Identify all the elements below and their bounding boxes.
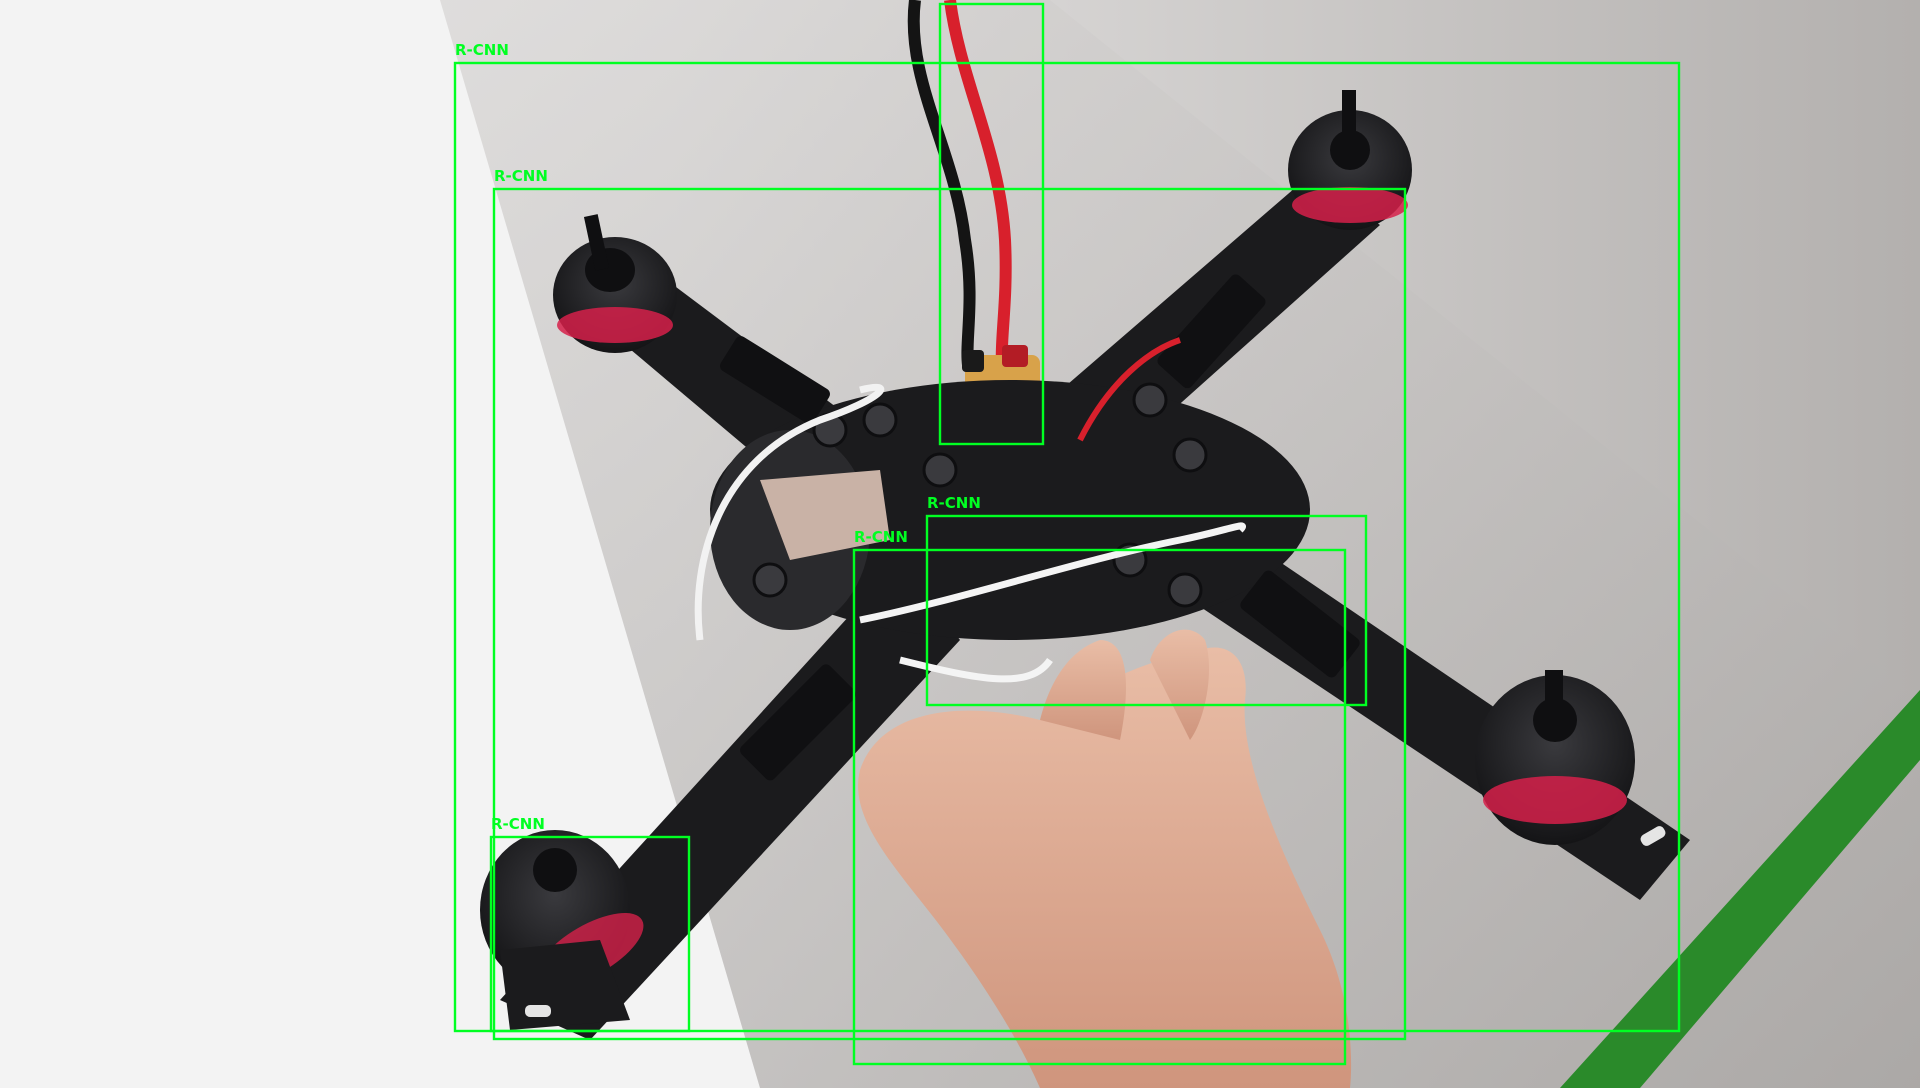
red-wire-top <box>1077 337 1181 442</box>
motor-top-right <box>1288 90 1412 230</box>
white-wire-1 <box>694 383 885 641</box>
detection-box-frame: R-CNN <box>453 41 1681 1033</box>
detection-label: R-CNN <box>854 528 908 546</box>
detection-box-inner-frame: R-CNN <box>492 167 1407 1041</box>
detection-label: R-CNN <box>455 41 509 59</box>
motor-bottom-right <box>1475 670 1666 846</box>
hand <box>858 629 1352 1088</box>
detection-box-center: R-CNN <box>925 494 1368 707</box>
standoffs <box>752 382 1208 608</box>
green-stripe <box>1560 690 1920 1088</box>
detection-box-motor: R-CNN <box>489 815 691 1033</box>
foil-pad <box>760 470 890 560</box>
detection-box-hand: R-CNN <box>852 528 1347 1066</box>
xt60-plug-black <box>962 350 984 372</box>
esc-top-right <box>1157 274 1266 389</box>
detection-label: R-CNN <box>491 815 545 833</box>
detection-box-battery-lead <box>938 2 1045 446</box>
white-wire-2 <box>859 522 1246 624</box>
wall-left-bright <box>0 0 760 1088</box>
esc-top-left <box>720 336 830 424</box>
esc-bottom-left <box>740 664 857 781</box>
detection-label: R-CNN <box>927 494 981 512</box>
motor-bottom-left <box>480 830 644 1030</box>
xt60-plug-red <box>1002 345 1028 367</box>
detection-label: R-CNN <box>494 167 548 185</box>
esc-right <box>1240 570 1360 678</box>
motor-top-left <box>553 214 677 353</box>
